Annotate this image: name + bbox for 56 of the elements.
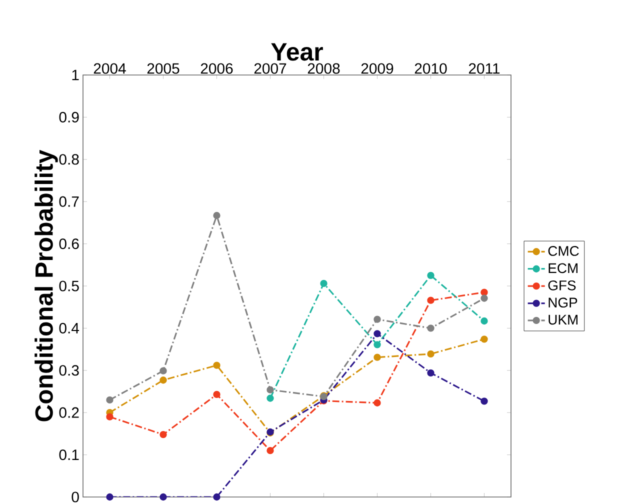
- point: [480, 288, 488, 296]
- x-tick-label: 2009: [361, 63, 394, 74]
- y-tick-label: 0.1: [59, 450, 79, 460]
- point: [480, 294, 488, 302]
- point: [213, 493, 220, 501]
- y-tick-label: 0.5: [59, 280, 79, 292]
- x-tick-label: 2010: [414, 63, 447, 74]
- y-tick-label: 0.2: [59, 407, 79, 418]
- y-tick-label: 0.3: [59, 365, 79, 376]
- x-tick-label: 2006: [200, 63, 233, 74]
- point: [427, 369, 434, 377]
- point: [160, 367, 167, 374]
- y-tick-label: 0.8: [59, 154, 79, 165]
- point: [427, 350, 434, 358]
- point: [266, 386, 274, 394]
- point: [480, 336, 488, 343]
- point: [266, 394, 274, 402]
- y-axis-title: Conditional Probability: [34, 150, 58, 422]
- x-tick-label: 2005: [147, 63, 180, 74]
- point: [160, 493, 167, 501]
- point: [374, 399, 381, 406]
- legend-label: CMC: [548, 246, 579, 256]
- legend-label: GFS: [548, 280, 576, 290]
- y-tick-label: 1: [72, 70, 79, 80]
- point: [213, 212, 220, 220]
- point: [160, 376, 167, 384]
- point: [213, 390, 220, 398]
- legend-label: ECM: [548, 263, 578, 274]
- point: [480, 398, 488, 405]
- point: [480, 317, 488, 325]
- point: [160, 430, 167, 438]
- point: [427, 296, 434, 304]
- point: [374, 341, 381, 348]
- point: [320, 280, 328, 288]
- legend-label: UKM: [548, 314, 578, 325]
- y-tick-label: 0.6: [59, 238, 79, 250]
- x-axis-title: Year: [271, 43, 323, 61]
- y-tick-label: 0.9: [59, 112, 79, 122]
- legend-label: NGP: [548, 298, 578, 308]
- y-tick-label: 0.7: [59, 196, 79, 207]
- point: [266, 446, 274, 454]
- point: [427, 272, 434, 280]
- point: [374, 354, 381, 361]
- point: [427, 324, 434, 332]
- x-tick-label: 2011: [468, 63, 500, 74]
- x-tick-label: 2007: [254, 63, 286, 74]
- point: [106, 396, 114, 404]
- point: [106, 413, 114, 420]
- x-tick-label: 2004: [94, 63, 126, 74]
- point: [213, 362, 220, 369]
- x-tick-label: 2008: [308, 63, 340, 74]
- y-tick-label: 0: [72, 492, 79, 502]
- point: [106, 493, 114, 501]
- point: [374, 330, 381, 338]
- point: [374, 316, 381, 323]
- y-tick-label: 0.4: [59, 322, 80, 334]
